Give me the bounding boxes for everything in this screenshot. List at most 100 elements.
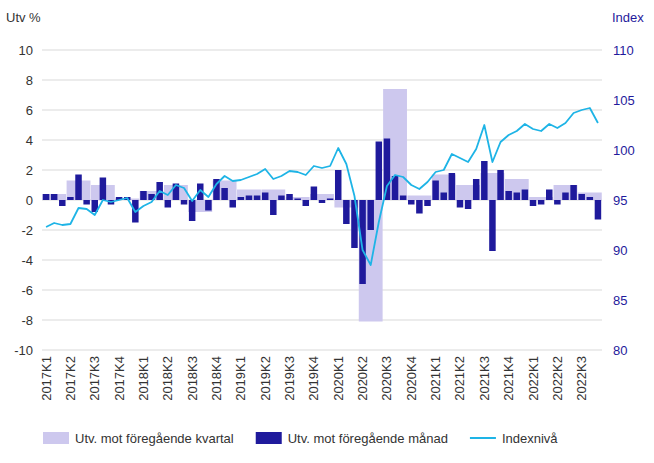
bar (181, 200, 187, 205)
grid-line (42, 320, 602, 321)
bar (43, 194, 49, 200)
bar (473, 179, 479, 200)
bar (100, 178, 106, 201)
x-tick-label: 2017K2 (63, 356, 78, 401)
x-tick-label: 2020K2 (355, 356, 370, 401)
chart: -10-8-6-4-2024681080859095100105110Utv %… (0, 0, 654, 463)
bar (165, 200, 171, 208)
x-tick-label: 2022K3 (574, 356, 589, 401)
bar (343, 200, 349, 224)
bar (319, 200, 325, 203)
x-tick-label: 2021K1 (428, 356, 443, 401)
x-tick-label: 2018K3 (185, 356, 200, 401)
bar (570, 185, 576, 200)
grid-line (42, 80, 602, 81)
bar (578, 194, 584, 200)
grid-line (42, 350, 602, 351)
bar (327, 199, 333, 201)
x-tick-label: 2021K3 (477, 356, 492, 401)
y2-tick (602, 50, 606, 51)
bar (359, 200, 365, 284)
y2-tick-label: 85 (613, 293, 627, 308)
bar (303, 200, 309, 206)
y2-tick (602, 200, 606, 201)
x-tick-label: 2019K2 (258, 356, 273, 401)
bar (432, 181, 438, 201)
bar (367, 200, 373, 230)
bar (392, 176, 398, 200)
bar (457, 200, 463, 208)
bar (237, 190, 261, 201)
y-tick-label: 6 (26, 103, 33, 118)
bar (554, 185, 578, 200)
bar (449, 173, 455, 200)
y-tick-label: -2 (21, 223, 33, 238)
y2-tick (602, 300, 606, 301)
bar (67, 197, 73, 200)
grid-line (42, 230, 602, 231)
x-tick-label: 2019K3 (282, 356, 297, 401)
bar (587, 197, 593, 200)
grid-line (42, 110, 602, 111)
bar (75, 175, 81, 201)
bar (229, 200, 235, 208)
bar (595, 200, 601, 220)
y-tick-label: -4 (21, 253, 33, 268)
y2-tick-label: 80 (613, 343, 627, 358)
grid-line (42, 260, 602, 261)
y-tick-label: -10 (14, 343, 33, 358)
bar (489, 200, 495, 251)
bar (522, 190, 528, 201)
bar (42, 194, 66, 200)
bar (554, 200, 560, 205)
bar (238, 197, 244, 200)
y2-tick (602, 250, 606, 251)
x-tick-label: 2017K1 (39, 356, 54, 401)
bar (384, 139, 390, 201)
x-tick-label: 2019K1 (233, 356, 248, 401)
bar (407, 196, 431, 201)
x-tick-label: 2018K4 (209, 356, 224, 401)
x-tick-label: 2020K3 (379, 356, 394, 401)
x-tick-label: 2018K1 (136, 356, 151, 401)
bar (286, 194, 292, 200)
grid-line (42, 50, 602, 51)
bar (278, 196, 284, 201)
bar (424, 200, 430, 206)
x-tick-label: 2018K2 (160, 356, 175, 401)
bar (578, 193, 602, 201)
bar (481, 161, 487, 200)
bar (440, 193, 446, 201)
y2-tick-label: 110 (613, 43, 634, 58)
bar (497, 170, 503, 200)
bar (408, 200, 414, 205)
grid-line (42, 290, 602, 291)
legend-swatch (470, 437, 496, 439)
bar (205, 200, 211, 211)
x-tick-label: 2020K1 (331, 356, 346, 401)
y2-tick-label: 95 (613, 193, 627, 208)
x-tick-label: 2022K1 (526, 356, 541, 401)
bar (262, 193, 268, 201)
x-tick-label: 2021K4 (501, 356, 516, 401)
y-axis-title: Utv % (6, 10, 41, 25)
y-tick-label: 2 (26, 163, 33, 178)
legend-label: Utv. mot föregående kvartal (75, 431, 234, 446)
y2-tick-label: 100 (613, 143, 635, 158)
y2-axis-title: Index (612, 10, 644, 25)
y-tick-label: 4 (26, 133, 33, 148)
x-tick-label: 2022K2 (550, 356, 565, 401)
y2-tick (602, 350, 606, 351)
x-tick-label: 2020K4 (404, 356, 419, 401)
y-tick-label: 0 (26, 193, 33, 208)
bar (376, 142, 382, 201)
y2-tick-label: 105 (613, 93, 635, 108)
bar (400, 196, 406, 201)
bar (270, 200, 276, 215)
line (46, 108, 598, 265)
bar (538, 200, 544, 205)
plot-area (42, 89, 602, 322)
bar (335, 170, 341, 200)
bar (505, 191, 511, 200)
bar (416, 200, 422, 214)
